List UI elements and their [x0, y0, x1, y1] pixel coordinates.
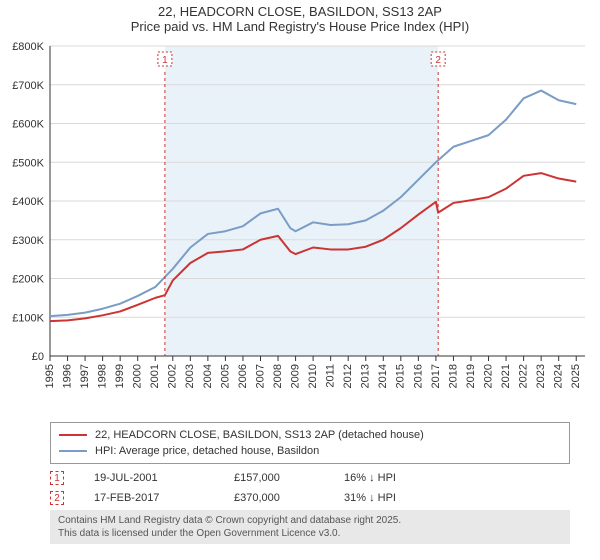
- svg-text:2012: 2012: [342, 364, 354, 388]
- svg-text:£400K: £400K: [12, 196, 44, 208]
- sale-row: 2 17-FEB-2017 £370,000 31% ↓ HPI: [50, 488, 570, 508]
- svg-text:2008: 2008: [272, 364, 284, 388]
- svg-text:2001: 2001: [149, 364, 161, 388]
- sale-price: £370,000: [234, 492, 314, 504]
- svg-text:£800K: £800K: [12, 41, 44, 53]
- legend: 22, HEADCORN CLOSE, BASILDON, SS13 2AP (…: [50, 422, 570, 464]
- footer-line1: Contains HM Land Registry data © Crown c…: [58, 514, 562, 527]
- svg-text:2006: 2006: [237, 364, 249, 388]
- svg-text:2007: 2007: [254, 364, 266, 388]
- svg-text:2017: 2017: [430, 364, 442, 388]
- legend-label: HPI: Average price, detached house, Basi…: [95, 445, 319, 457]
- svg-text:2011: 2011: [325, 364, 337, 388]
- svg-text:2002: 2002: [167, 364, 179, 388]
- sale-events-table: 1 19-JUL-2001 £157,000 16% ↓ HPI 2 17-FE…: [50, 468, 570, 508]
- sale-date: 19-JUL-2001: [94, 472, 204, 484]
- svg-text:£300K: £300K: [12, 235, 44, 247]
- svg-text:£700K: £700K: [12, 80, 44, 92]
- svg-text:1997: 1997: [79, 364, 91, 388]
- svg-text:2023: 2023: [535, 364, 547, 388]
- svg-text:2010: 2010: [307, 364, 319, 388]
- sale-delta: 31% ↓ HPI: [344, 492, 424, 504]
- sale-date: 17-FEB-2017: [94, 492, 204, 504]
- svg-text:2025: 2025: [570, 364, 582, 388]
- legend-item: HPI: Average price, detached house, Basi…: [59, 443, 561, 459]
- legend-swatch: [59, 434, 87, 436]
- svg-text:2019: 2019: [465, 364, 477, 388]
- svg-text:1: 1: [162, 55, 168, 66]
- chart-area: £0 £100K £200K £300K £400K £500K £600K £700K £80…: [0, 36, 600, 416]
- footer-line2: This data is licensed under the Open Gov…: [58, 527, 562, 540]
- title-line1: 22, HEADCORN CLOSE, BASILDON, SS13 2AP: [0, 4, 600, 19]
- svg-text:2022: 2022: [518, 364, 530, 388]
- chart-title-block: 22, HEADCORN CLOSE, BASILDON, SS13 2AP P…: [0, 0, 600, 36]
- svg-text:1999: 1999: [114, 364, 126, 388]
- svg-text:£100K: £100K: [12, 312, 44, 324]
- svg-text:£200K: £200K: [12, 274, 44, 286]
- svg-text:2014: 2014: [377, 364, 389, 388]
- svg-text:2004: 2004: [202, 364, 214, 388]
- svg-text:2016: 2016: [412, 364, 424, 388]
- svg-text:2020: 2020: [482, 364, 494, 388]
- svg-text:2024: 2024: [553, 364, 565, 388]
- svg-text:2003: 2003: [184, 364, 196, 388]
- sale-marker-box: 1: [50, 471, 64, 485]
- svg-text:2015: 2015: [395, 364, 407, 388]
- svg-text:2000: 2000: [132, 364, 144, 388]
- svg-text:1995: 1995: [44, 364, 56, 388]
- sale-delta: 16% ↓ HPI: [344, 472, 424, 484]
- legend-item: 22, HEADCORN CLOSE, BASILDON, SS13 2AP (…: [59, 427, 561, 443]
- svg-text:2009: 2009: [289, 364, 301, 388]
- title-line2: Price paid vs. HM Land Registry's House …: [0, 19, 600, 34]
- legend-swatch: [59, 450, 87, 452]
- line-chart: £0 £100K £200K £300K £400K £500K £600K £700K £80…: [0, 36, 600, 416]
- svg-text:1996: 1996: [61, 364, 73, 388]
- svg-text:1998: 1998: [97, 364, 109, 388]
- sale-row: 1 19-JUL-2001 £157,000 16% ↓ HPI: [50, 468, 570, 488]
- svg-text:£600K: £600K: [12, 119, 44, 131]
- svg-text:£0: £0: [32, 351, 44, 363]
- attribution-footer: Contains HM Land Registry data © Crown c…: [50, 510, 570, 544]
- svg-text:2018: 2018: [447, 364, 459, 388]
- svg-text:2: 2: [435, 55, 441, 66]
- svg-text:2021: 2021: [500, 364, 512, 388]
- sale-price: £157,000: [234, 472, 314, 484]
- sale-marker-box: 2: [50, 491, 64, 505]
- svg-text:2005: 2005: [219, 364, 231, 388]
- legend-label: 22, HEADCORN CLOSE, BASILDON, SS13 2AP (…: [95, 429, 424, 441]
- svg-text:2013: 2013: [360, 364, 372, 388]
- svg-text:£500K: £500K: [12, 157, 44, 169]
